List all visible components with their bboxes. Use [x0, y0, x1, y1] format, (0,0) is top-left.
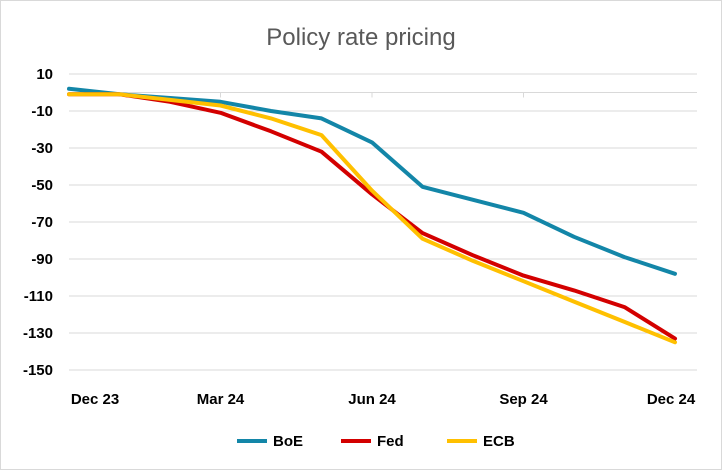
- y-tick-label: -30: [31, 140, 53, 157]
- legend-label-fed: Fed: [377, 433, 404, 450]
- y-tick-label: -150: [23, 362, 53, 379]
- y-tick-label: -70: [31, 214, 53, 231]
- x-tick-label: Dec 23: [71, 391, 119, 408]
- x-tick-label: Sep 24: [499, 391, 548, 408]
- y-tick-label: 10: [36, 66, 53, 83]
- y-tick-label: -50: [31, 177, 53, 194]
- x-tick-label: Dec 24: [647, 391, 696, 408]
- series-line-ecb: [67, 92, 677, 345]
- y-tick-label: -90: [31, 251, 53, 268]
- legend-label-boe: BoE: [273, 433, 303, 450]
- series-lines: [67, 86, 677, 345]
- y-tick-label: -110: [24, 288, 53, 305]
- y-tick-label: -10: [31, 103, 53, 120]
- legend-label-ecb: ECB: [483, 433, 515, 450]
- series-line-boe: [67, 86, 677, 276]
- legend: BoE Fed ECB: [237, 433, 515, 450]
- x-axis: Dec 23 Mar 24 Jun 24 Sep 24 Dec 24: [69, 92, 697, 408]
- series-line-fed: [67, 92, 677, 341]
- y-axis: 10 -10 -30 -50 -70 -90 -110 -130 -150: [23, 66, 53, 379]
- x-tick-label: Jun 24: [348, 391, 396, 408]
- y-tick-label: -130: [23, 325, 53, 342]
- gridlines: [69, 73, 697, 371]
- x-tick-label: Mar 24: [197, 391, 245, 408]
- chart-title: Policy rate pricing: [266, 24, 455, 51]
